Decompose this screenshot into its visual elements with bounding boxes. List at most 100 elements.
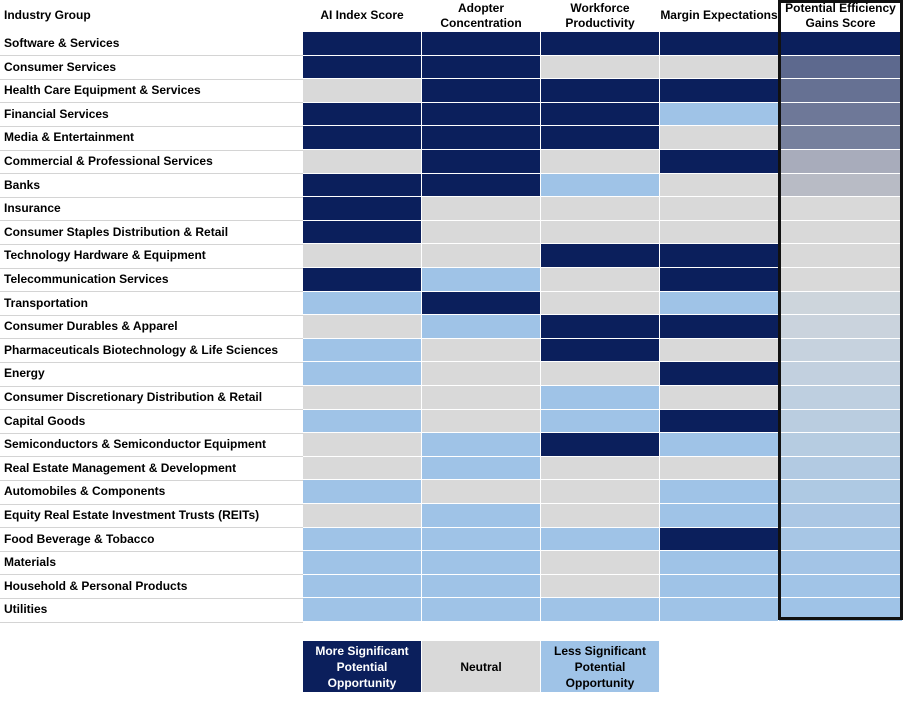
row-divider bbox=[0, 574, 303, 576]
heatmap-cell bbox=[660, 551, 778, 574]
heatmap-cell bbox=[660, 102, 778, 126]
heatmap-cell bbox=[660, 386, 778, 409]
heatmap-cell bbox=[541, 551, 659, 574]
row-divider bbox=[0, 338, 303, 340]
score-cell bbox=[779, 409, 902, 433]
heatmap-cell bbox=[541, 55, 659, 79]
heatmap-cell bbox=[541, 456, 659, 480]
header-adopter-concentration: Adopter Concentration bbox=[440, 0, 522, 30]
heatmap-cell bbox=[303, 504, 421, 527]
heatmap-cell bbox=[303, 32, 421, 55]
heatmap-cell bbox=[660, 598, 778, 621]
heatmap-cell bbox=[660, 55, 778, 79]
heatmap-cell bbox=[660, 79, 778, 102]
row-label: Transportation bbox=[4, 295, 89, 310]
heatmap-cell bbox=[422, 551, 540, 574]
row-divider bbox=[0, 621, 303, 623]
row-label: Commercial & Professional Services bbox=[4, 154, 213, 168]
row-label: Equity Real Estate Investment Trusts (RE… bbox=[4, 508, 260, 522]
row-label: Banks bbox=[4, 177, 41, 192]
heatmap-cell bbox=[422, 433, 540, 456]
heatmap-cell bbox=[541, 173, 659, 197]
row-divider bbox=[0, 361, 303, 363]
heatmap-cell bbox=[541, 291, 659, 315]
heatmap-cell bbox=[660, 456, 778, 480]
heatmap-cell bbox=[660, 315, 778, 338]
row-label: Energy bbox=[4, 366, 45, 381]
heatmap-cell bbox=[541, 386, 659, 409]
score-cell bbox=[779, 598, 902, 621]
row-divider bbox=[0, 432, 303, 434]
heatmap-cell bbox=[660, 338, 778, 362]
heatmap-cell bbox=[303, 338, 421, 362]
heatmap-cell bbox=[422, 102, 540, 126]
row-label: Pharmaceuticals Biotechnology & Life Sci… bbox=[4, 342, 279, 357]
score-cell bbox=[779, 574, 902, 598]
heatmap-cell bbox=[422, 527, 540, 551]
row-divider bbox=[0, 267, 303, 269]
score-cell bbox=[779, 551, 902, 574]
heatmap-cell bbox=[660, 480, 778, 503]
header-potential-efficiency-gains-score: Potential Efficiency Gains Score bbox=[785, 0, 896, 30]
heatmap-cell bbox=[422, 32, 540, 55]
row-label: Insurance bbox=[4, 201, 61, 216]
row-divider bbox=[0, 291, 303, 293]
row-label: Consumer Services bbox=[4, 59, 117, 74]
heatmap-cell bbox=[541, 79, 659, 102]
row-label: Consumer Durables & Apparel bbox=[4, 319, 178, 334]
score-cell bbox=[779, 173, 902, 197]
heatmap-cell bbox=[422, 55, 540, 79]
row-label: Real Estate Management & Development bbox=[4, 460, 237, 475]
header-ai-index-score: AI Index Score bbox=[320, 8, 404, 22]
row-label: Technology Hardware & Equipment bbox=[4, 248, 206, 263]
row-divider bbox=[0, 78, 303, 80]
heatmap-cell bbox=[541, 362, 659, 385]
score-cell bbox=[779, 338, 902, 362]
heatmap-cell bbox=[303, 574, 421, 598]
score-cell bbox=[779, 55, 902, 79]
heatmap-cell bbox=[660, 150, 778, 173]
heatmap-cell bbox=[303, 102, 421, 126]
legend-more-significant: More Significant Potential Opportunity bbox=[303, 641, 421, 692]
heatmap-cell bbox=[660, 197, 778, 220]
heatmap-cell bbox=[303, 527, 421, 551]
score-cell bbox=[779, 268, 902, 291]
heatmap-cell bbox=[303, 55, 421, 79]
heatmap-cell bbox=[303, 362, 421, 385]
row-label: Food Beverage & Tobacco bbox=[4, 531, 155, 546]
legend-neutral: Neutral bbox=[422, 641, 540, 692]
score-cell bbox=[779, 102, 902, 126]
row-label: Capital Goods bbox=[4, 413, 86, 428]
heatmap-cell bbox=[660, 433, 778, 456]
score-cell bbox=[779, 79, 902, 102]
heatmap-cell bbox=[422, 150, 540, 173]
heatmap-cell bbox=[303, 480, 421, 503]
score-cell bbox=[779, 197, 902, 220]
heatmap-cell bbox=[660, 574, 778, 598]
heatmap-cell bbox=[303, 598, 421, 621]
row-label: Materials bbox=[4, 555, 57, 570]
score-cell bbox=[779, 362, 902, 385]
row-label: Financial Services bbox=[4, 106, 109, 121]
score-cell bbox=[779, 386, 902, 409]
heatmap-cell bbox=[303, 315, 421, 338]
heatmap-cell bbox=[541, 244, 659, 267]
heatmap-cell bbox=[422, 244, 540, 267]
row-label: Media & Entertainment bbox=[4, 130, 135, 145]
score-cell bbox=[779, 126, 902, 149]
score-cell bbox=[779, 315, 902, 338]
heatmap-cell bbox=[422, 480, 540, 503]
row-divider bbox=[0, 527, 303, 529]
row-divider bbox=[0, 550, 303, 552]
heatmap-cell bbox=[660, 220, 778, 244]
heatmap-cell bbox=[541, 126, 659, 149]
heatmap-cell bbox=[422, 79, 540, 102]
heatmap-cell bbox=[541, 338, 659, 362]
row-label: Automobiles & Components bbox=[4, 484, 166, 499]
heatmap-cell bbox=[303, 244, 421, 267]
heatmap-cell bbox=[303, 291, 421, 315]
row-label: Telecommunication Services bbox=[4, 272, 169, 286]
heatmap-cell bbox=[660, 409, 778, 433]
row-divider bbox=[0, 314, 303, 316]
